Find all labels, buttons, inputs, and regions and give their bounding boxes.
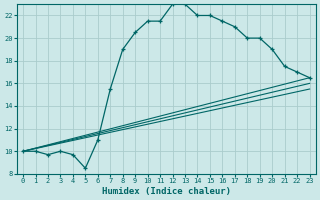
- X-axis label: Humidex (Indice chaleur): Humidex (Indice chaleur): [102, 187, 231, 196]
